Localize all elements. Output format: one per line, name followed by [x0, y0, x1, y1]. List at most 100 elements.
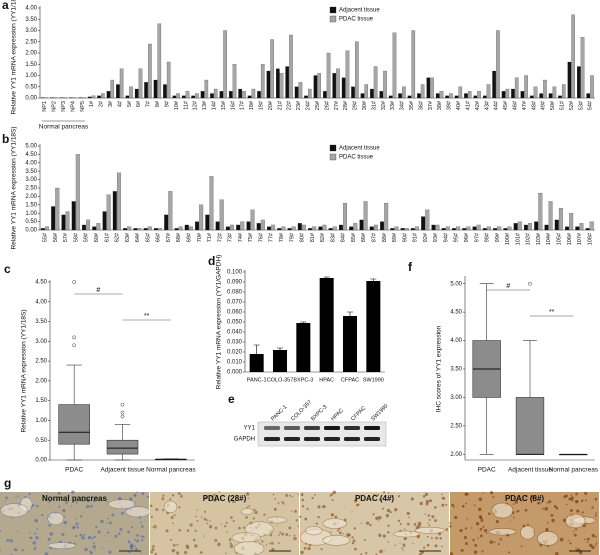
nucleus: [586, 541, 589, 543]
nucleus: [28, 492, 31, 496]
bar: [332, 226, 337, 231]
bar: [514, 77, 519, 99]
bar: [528, 223, 532, 231]
x-tick-label: 103#: [536, 232, 542, 245]
bar: [558, 208, 563, 231]
x-tick-label: 91#: [413, 232, 419, 242]
legend-swatch: [329, 15, 337, 23]
x-tick-label: 7#: [146, 100, 152, 107]
nucleus: [245, 516, 248, 519]
box: [106, 439, 139, 455]
nucleus: [441, 493, 443, 496]
bar: [577, 66, 581, 99]
bar: [96, 223, 101, 231]
nucleus: [272, 493, 275, 496]
nucleus: [82, 499, 85, 502]
nucleus: [427, 522, 429, 524]
x-tick-label: 64#: [135, 232, 141, 242]
nucleus: [162, 494, 165, 497]
x-tick-label: 48#: [531, 100, 537, 110]
x-tick-label: 45#: [503, 100, 509, 110]
nucleus: [453, 505, 455, 508]
bar: [493, 228, 498, 231]
nucleus: [105, 522, 108, 525]
nucleus: [375, 516, 379, 521]
y-tick-label: 3.00: [25, 28, 37, 34]
nucleus: [460, 548, 464, 552]
y-tick-label: 0.090: [227, 280, 243, 286]
bar: [364, 84, 369, 99]
nucleus: [134, 545, 137, 547]
nucleus: [584, 499, 587, 502]
x-tick-label: 108#: [587, 232, 593, 245]
bar: [174, 228, 179, 231]
x-tick-label: 56#: [53, 232, 59, 242]
bar: [548, 201, 553, 231]
x-tick-label: NP3: [61, 101, 67, 112]
nucleus: [206, 519, 209, 522]
tissue-structure: [393, 530, 421, 538]
y-tick-label: 1.00: [25, 211, 37, 217]
bar: [110, 79, 115, 99]
nucleus: [435, 536, 439, 540]
tissue-structure: [108, 499, 137, 510]
lane-label: HPAC: [330, 408, 345, 423]
nucleus: [104, 535, 107, 537]
y-axis-title: IHC scores of YY1 expression: [436, 325, 443, 412]
band: [264, 426, 280, 430]
nucleus: [554, 551, 559, 555]
bar: [148, 43, 152, 99]
x-tick-label: 32#: [381, 100, 387, 110]
x-tick-label: 84#: [341, 232, 347, 242]
nucleus: [75, 522, 79, 526]
nucleus: [391, 495, 394, 498]
nucleus: [151, 526, 153, 528]
x-tick-label: PANC-1: [247, 377, 267, 383]
nucleus: [273, 507, 277, 511]
y-tick-label: 0.00: [25, 96, 37, 102]
nucleus: [546, 501, 549, 504]
x-tick-label: 79#: [289, 232, 295, 242]
nucleus: [531, 495, 535, 499]
bar: [402, 86, 406, 99]
nucleus: [21, 549, 24, 552]
y-tick-label: 3.50: [25, 17, 37, 23]
nucleus: [584, 491, 588, 495]
nucleus: [61, 532, 65, 536]
y-tick-label: 0.50: [25, 219, 37, 225]
x-tick-label: 13#: [202, 100, 208, 110]
legend-label: Adjacent tissue: [339, 146, 380, 152]
nucleus: [475, 521, 480, 526]
nucleus: [353, 499, 358, 503]
nucleus: [595, 535, 597, 538]
nucleus: [466, 518, 468, 520]
nucleus: [263, 513, 266, 516]
bar: [249, 354, 264, 372]
x-tick-label: 76#: [258, 232, 264, 242]
nucleus: [271, 547, 275, 551]
nucleus: [378, 516, 382, 520]
x-tick-label: 104#: [546, 232, 552, 245]
nucleus: [186, 529, 190, 532]
bar: [561, 84, 566, 99]
nucleus: [480, 518, 484, 522]
bar: [452, 228, 456, 231]
bar: [449, 93, 453, 99]
x-tick-label: 27#: [334, 100, 340, 110]
nucleus: [261, 540, 264, 543]
nucleus: [424, 513, 426, 515]
nucleus: [127, 540, 131, 544]
x-tick-label: 93#: [433, 232, 439, 242]
nucleus: [285, 493, 289, 497]
y-tick-label: 4.00: [450, 338, 462, 344]
bar: [246, 221, 251, 231]
nucleus: [101, 547, 104, 549]
x-tick-label: 55#: [43, 232, 49, 242]
nucleus: [428, 524, 431, 527]
bar: [204, 79, 209, 99]
nucleus: [245, 492, 250, 496]
bar: [585, 228, 590, 231]
nucleus: [394, 544, 396, 546]
nucleus: [490, 491, 494, 495]
nucleus: [58, 505, 61, 508]
